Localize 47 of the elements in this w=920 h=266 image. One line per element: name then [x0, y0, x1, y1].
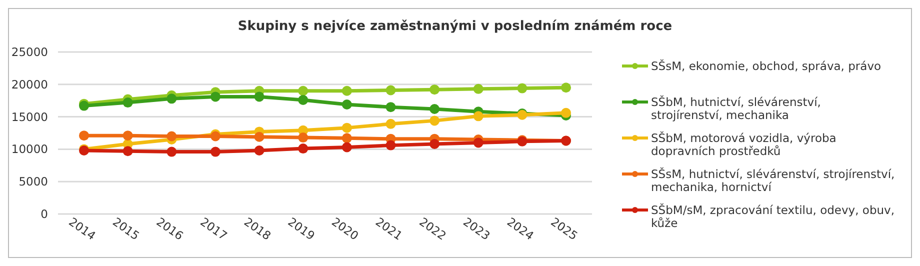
point [473, 84, 484, 94]
legend-label: SŠbM, motorová vozidla, výroba dopravních prostředků [651, 131, 836, 158]
point [210, 92, 220, 102]
point [166, 131, 177, 142]
y-tick-label: 5000 [18, 174, 48, 189]
legend-label: SŠbM/sM, zpracování textilu, odevy, obuv, kůže [651, 203, 894, 230]
point [342, 122, 352, 133]
point [254, 132, 264, 142]
point [342, 99, 352, 110]
point [386, 102, 396, 112]
legend-label: SŠsM, hutnictví, slévárenství, strojírenství, mechanika, hornictví [651, 167, 895, 194]
y-tick-label: 15000 [11, 110, 48, 124]
point [561, 82, 571, 93]
point [298, 144, 308, 154]
point [122, 130, 133, 141]
point [342, 142, 352, 152]
y-tick-label: 20000 [11, 77, 48, 92]
point [430, 84, 440, 95]
point [122, 146, 133, 156]
point [386, 118, 396, 129]
y-tick-label: 0 [40, 207, 48, 221]
point [561, 108, 571, 118]
y-tick-label: 25000 [11, 45, 48, 59]
point [473, 111, 484, 122]
point [473, 138, 484, 148]
point [210, 146, 220, 157]
point [79, 130, 89, 141]
point [254, 145, 264, 156]
point [254, 92, 264, 102]
point [517, 83, 528, 94]
point [342, 133, 352, 144]
point [166, 146, 177, 157]
point [342, 86, 352, 96]
point [430, 116, 440, 126]
point [430, 104, 440, 114]
point [166, 94, 177, 104]
legend-label: SŠsM, ekonomie, obchod, správa, právo [651, 59, 882, 73]
chart-title: Skupiny s nejvíce zaměstnanými v posledním známém roce [238, 19, 672, 34]
point [298, 94, 308, 105]
point [298, 86, 308, 96]
legend-label: SŠbM, hutnictví, slévárenství, strojírenství, mechanika [651, 95, 821, 122]
point [298, 132, 308, 143]
y-tick-label: 10000 [11, 142, 48, 156]
point [122, 98, 133, 108]
point [386, 140, 396, 150]
point [430, 139, 440, 150]
point [386, 85, 396, 96]
